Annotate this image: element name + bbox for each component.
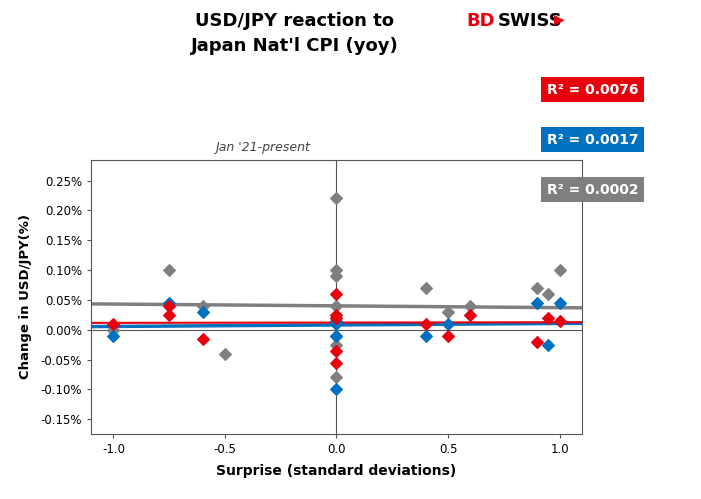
Text: R² = 0.0076: R² = 0.0076 [547, 83, 638, 97]
Point [331, 332, 342, 340]
Point [197, 302, 208, 310]
Point [163, 299, 175, 307]
Point [442, 308, 454, 316]
Point [531, 338, 543, 346]
Text: USD/JPY reaction to: USD/JPY reaction to [195, 12, 394, 30]
Point [331, 311, 342, 319]
Point [543, 290, 554, 298]
Point [543, 314, 554, 322]
Point [331, 266, 342, 274]
Point [531, 299, 543, 307]
X-axis label: Surprise (standard deviations): Surprise (standard deviations) [217, 465, 456, 479]
Point [531, 284, 543, 292]
Point [331, 359, 342, 367]
Point [331, 347, 342, 355]
Point [331, 272, 342, 280]
Point [197, 335, 208, 343]
Point [331, 332, 342, 340]
Point [197, 308, 208, 316]
Point [331, 341, 342, 349]
Point [554, 299, 565, 307]
Point [219, 350, 231, 358]
Text: BD: BD [466, 12, 495, 30]
Text: Japan Nat'l CPI (yoy): Japan Nat'l CPI (yoy) [191, 37, 398, 55]
Point [163, 302, 175, 310]
Point [420, 332, 431, 340]
Point [108, 332, 119, 340]
Point [331, 320, 342, 328]
Point [331, 373, 342, 381]
Point [331, 385, 342, 393]
Point [442, 320, 454, 328]
Point [331, 302, 342, 310]
Point [331, 317, 342, 325]
Point [163, 266, 175, 274]
Text: R² = 0.0017: R² = 0.0017 [547, 133, 638, 147]
Point [465, 302, 476, 310]
Point [420, 320, 431, 328]
Point [108, 326, 119, 334]
Y-axis label: Change in USD/JPY(%): Change in USD/JPY(%) [19, 215, 32, 379]
Point [465, 311, 476, 319]
Point [442, 332, 454, 340]
Text: R² = 0.0002: R² = 0.0002 [547, 183, 638, 197]
Point [163, 311, 175, 319]
Point [543, 341, 554, 349]
Text: Jan '21-present: Jan '21-present [215, 141, 311, 154]
Point [420, 284, 431, 292]
Point [331, 314, 342, 322]
Text: ▶: ▶ [554, 12, 564, 26]
Point [331, 195, 342, 203]
Point [331, 290, 342, 298]
Text: SWISS: SWISS [498, 12, 562, 30]
Point [554, 266, 565, 274]
Point [554, 317, 565, 325]
Point [108, 320, 119, 328]
